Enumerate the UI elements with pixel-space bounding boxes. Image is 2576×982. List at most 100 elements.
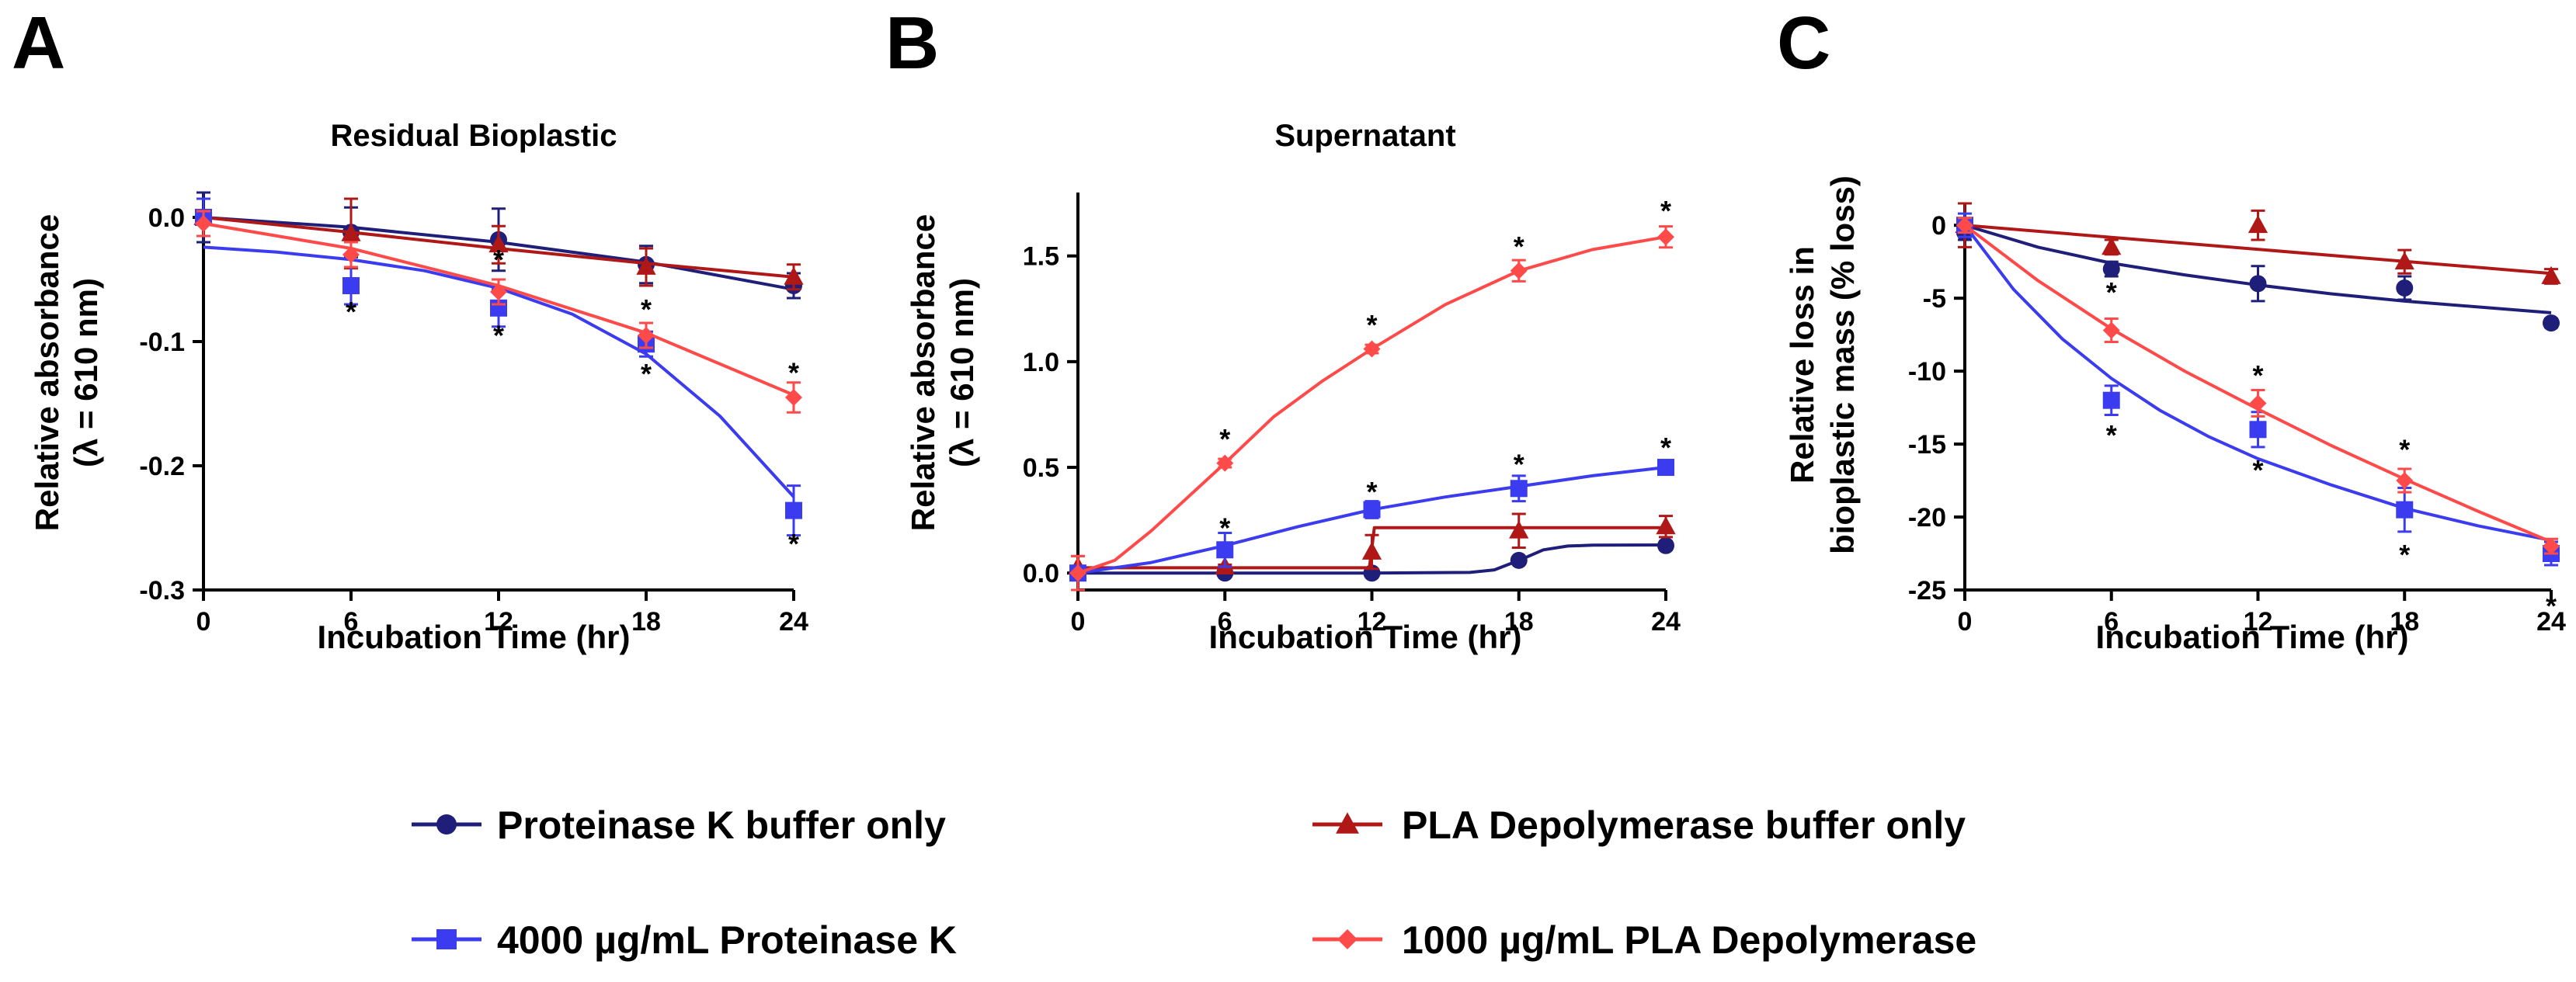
panel-b-point-pla-1000: [1510, 262, 1528, 279]
panel-a-point-pla-1000: [342, 246, 360, 263]
panel-c-point-pk-buffer: [2249, 275, 2267, 293]
panel-c-significance-star: *: [2399, 434, 2410, 466]
panel-a-point-pla-buffer: [341, 223, 361, 241]
legend-marker-shape: [1336, 812, 1359, 834]
panel-a-x-tick-label: 12: [484, 607, 513, 637]
panel-b-fit-line-pla-1000: [1077, 235, 1667, 575]
panel-a-x-tick-label: 6: [344, 607, 359, 637]
panel-b: B Supernatant Incubation Time (hr) Relat…: [885, 2, 1681, 655]
panel-a-point-pla-buffer: [784, 266, 804, 285]
panel-b-letter: B: [885, 2, 939, 85]
legend-marker-shape: [1337, 929, 1358, 949]
panel-a-significance-star: *: [641, 358, 652, 390]
panel-a-significance-star: *: [493, 319, 504, 351]
panel-b-significance-star: *: [1366, 476, 1377, 508]
panel-c-y-tick-label: -20: [1908, 503, 1946, 533]
panel-b-point-pla-buffer: [1656, 516, 1676, 535]
panel-a: A Residual Bioplastic Incubation Time (h…: [12, 2, 808, 655]
panel-a-point-pk-4000: [785, 501, 802, 519]
panel-b-y-tick-label: 1.5: [1023, 242, 1059, 272]
panel-c-point-pk-buffer: [2396, 279, 2414, 297]
panel-c-x-tick-label: 12: [2244, 607, 2273, 637]
panel-b-title: Supernatant: [1274, 119, 1455, 153]
panel-a-point-pk-4000: [342, 277, 360, 294]
panel-c-letter: C: [1777, 2, 1830, 85]
panel-b-significance-star: *: [1514, 231, 1524, 262]
panel-c-point-pk-4000: [2102, 391, 2120, 409]
panel-a-title: Residual Bioplastic: [331, 119, 617, 153]
panel-b-x-tick-label: 24: [1651, 607, 1681, 637]
panel-a-x-tick-label: 24: [779, 607, 808, 637]
panel-a-y-tick-label: -0.2: [139, 452, 185, 481]
panel-c-point-pla-1000: [2102, 321, 2120, 339]
panel-c-significance-star: *: [2106, 419, 2117, 451]
panel-c-fit-line-pk-4000: [1963, 224, 2552, 543]
legend-marker-pla-buffer: [1336, 812, 1359, 834]
panel-b-significance-star: *: [1660, 195, 1671, 227]
legend-label-pla-1000: 1000 µg/mL PLA Depolymerase: [1402, 918, 1976, 962]
panel-b-y-axis-label-line2: (λ = 610 nm): [944, 278, 980, 467]
panel-b-point-pk-buffer: [1510, 551, 1528, 569]
panel-b-x-axis-label: Incubation Time (hr): [1209, 619, 1522, 655]
panel-a-point-pla-1000: [785, 389, 802, 406]
legend-label-pk-buffer: Proteinase K buffer only: [497, 803, 946, 847]
panel-c-y-axis-label-line2: bioplastic mass (% loss): [1824, 175, 1861, 554]
panel-a-significance-star: *: [788, 356, 799, 388]
panel-c-point-pk-buffer: [2543, 314, 2560, 332]
panel-c-y-tick-label: -10: [1908, 357, 1946, 387]
panel-c-point-pla-buffer: [2541, 265, 2561, 284]
panel-a-letter: A: [12, 2, 65, 85]
panel-a-y-axis-label-line2: (λ = 610 nm): [68, 278, 104, 467]
panel-c-point-pla-1000: [2543, 537, 2560, 555]
panel-c-x-axis-label: Incubation Time (hr): [2096, 619, 2409, 655]
panel-c-point-pla-buffer: [2394, 251, 2414, 270]
panel-b-significance-star: *: [1660, 432, 1671, 463]
panel-a-significance-star: *: [346, 296, 356, 328]
panel-c-point-pla-buffer: [2101, 237, 2122, 255]
legend-label-pla-buffer: PLA Depolymerase buffer only: [1402, 803, 1966, 847]
panel-a-significance-star: *: [493, 244, 504, 276]
panel-a-significance-star: *: [641, 293, 652, 325]
panel-c-point-pla-1000: [2249, 394, 2267, 412]
legend-marker-shape: [436, 814, 457, 835]
legend-marker-shape: [436, 929, 457, 949]
panel-b-point-pla-1000: [1069, 564, 1086, 582]
panel-b-point-pk-4000: [1363, 501, 1381, 519]
panel-a-x-axis-label: Incubation Time (hr): [318, 619, 631, 655]
panel-c-point-pla-1000: [2396, 472, 2414, 490]
panel-b-y-tick-label: 0.5: [1023, 453, 1059, 483]
panel-c-significance-star: *: [2106, 276, 2117, 308]
panel-c-significance-star: *: [2252, 359, 2263, 391]
panel-a-point-pla-buffer: [488, 234, 509, 253]
panel-b-point-pk-4000: [1216, 541, 1234, 559]
legend-marker-pk-4000: [436, 929, 457, 949]
panel-c-y-tick-label: 0: [1931, 211, 1946, 241]
panel-c-point-pk-4000: [2249, 421, 2267, 439]
legend-item-pk-buffer: Proteinase K buffer only: [412, 803, 946, 847]
panel-c-point-pk-buffer: [2102, 260, 2120, 278]
panel-a-x-tick-label: 0: [196, 607, 211, 637]
panel-b-y-tick-label: 0.0: [1023, 559, 1059, 588]
panel-c-x-tick-label: 18: [2390, 607, 2419, 637]
legend-marker-pk-buffer: [436, 814, 457, 835]
panel-a-y-tick-label: -0.3: [139, 576, 185, 606]
panel-c-significance-star: *: [2252, 454, 2263, 486]
panel-c-significance-star: *: [2399, 539, 2410, 571]
panel-b-y-tick-label: 1.0: [1023, 348, 1059, 377]
panel-c-point-pla-buffer: [2247, 214, 2268, 234]
panel-a-point-pla-1000: [490, 283, 507, 300]
panel-b-point-pla-buffer: [1361, 541, 1382, 560]
panel-c-point-pla-1000: [1956, 217, 1973, 234]
panel-c-significance-star: *: [2546, 590, 2557, 622]
panel-b-point-pla-1000: [1657, 228, 1674, 246]
panel-c-y-tick-label: -25: [1908, 576, 1946, 606]
legend: Proteinase K buffer only PLA Depolymeras…: [412, 803, 1976, 962]
panel-c-y-tick-label: -5: [1923, 284, 1946, 314]
legend-item-pk-4000: 4000 µg/mL Proteinase K: [412, 918, 957, 962]
panel-b-significance-star: *: [1366, 309, 1377, 341]
legend-item-pla-1000: 1000 µg/mL PLA Depolymerase: [1312, 918, 1976, 962]
panel-c: C Incubation Time (hr) Relative loss in …: [1777, 2, 2566, 655]
panel-a-point-pla-1000: [638, 327, 655, 344]
panel-b-point-pla-1000: [1216, 454, 1234, 472]
